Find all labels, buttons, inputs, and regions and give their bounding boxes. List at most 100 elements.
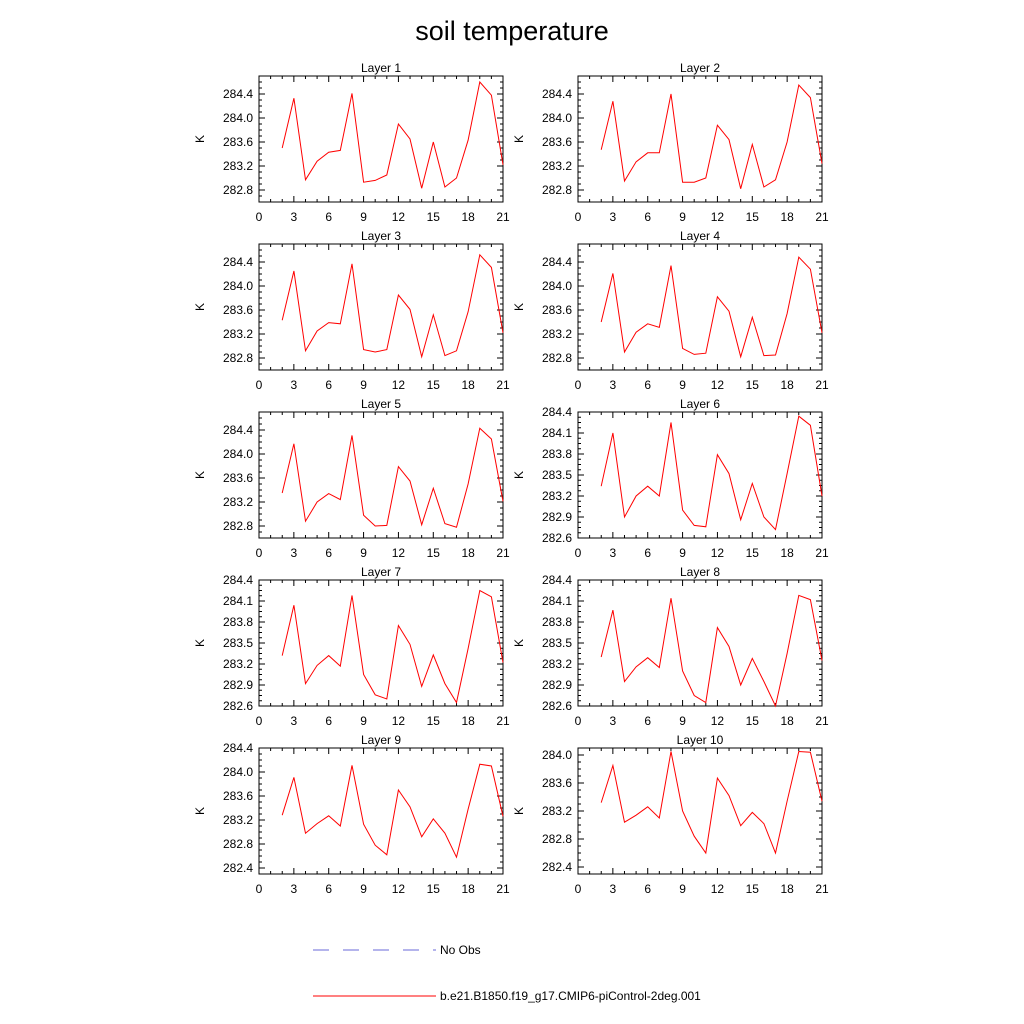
legend: No Obs b.e21.B1850.f19_g17.CMIP6-piContr… — [313, 943, 701, 1003]
x-tick-label: 3 — [610, 210, 617, 224]
y-tick-label: 282.6 — [542, 699, 572, 713]
x-tick-label: 6 — [325, 714, 332, 728]
y-tick-label: 282.6 — [223, 699, 253, 713]
y-tick-label: 284.1 — [542, 594, 572, 608]
x-tick-label: 3 — [291, 546, 298, 560]
x-tick-label: 9 — [679, 546, 686, 560]
y-axis-label: K — [193, 639, 207, 647]
panel-layer-7: Layer 7 0 3 6 9 12 15 18 21 282.6 282.9 283.2 283.5 2… — [193, 565, 510, 728]
x-tick-label: 6 — [644, 546, 651, 560]
y-tick-label: 282.8 — [542, 832, 572, 846]
panel-layer-5: Layer 5 0 3 6 9 12 15 18 21 282.8 283.2 283.6 284.0 2… — [193, 397, 510, 560]
plot-frame — [258, 747, 504, 875]
x-tick-label: 15 — [746, 210, 760, 224]
y-axis-label: K — [193, 471, 207, 479]
y-axis-label: K — [193, 303, 207, 311]
plot-frame — [258, 579, 504, 707]
x-tick-label: 9 — [360, 882, 367, 896]
x-tick-label: 12 — [711, 882, 725, 896]
y-tick-label: 283.2 — [223, 159, 253, 173]
x-tick-label: 12 — [392, 210, 406, 224]
x-tick-label: 21 — [815, 714, 829, 728]
y-tick-label: 283.2 — [223, 813, 253, 827]
y-tick-label: 283.2 — [542, 327, 572, 341]
y-axis-label: K — [193, 807, 207, 815]
y-axis-label: K — [512, 639, 526, 647]
panel-layer-9: Layer 9 0 3 6 9 12 15 18 21 282.4 282.8 283.2 283.6 2… — [193, 733, 510, 896]
y-tick-label: 283.5 — [542, 636, 572, 650]
figure-title: soil temperature — [415, 16, 609, 46]
x-tick-label: 6 — [644, 882, 651, 896]
y-axis-label: K — [193, 135, 207, 143]
x-tick-label: 18 — [461, 714, 475, 728]
y-tick-label: 283.8 — [542, 615, 572, 629]
x-tick-label: 18 — [780, 546, 794, 560]
y-tick-label: 284.4 — [542, 405, 572, 419]
x-tick-label: 18 — [780, 210, 794, 224]
x-tick-label: 15 — [746, 378, 760, 392]
x-tick-label: 0 — [575, 210, 582, 224]
panel-layer-8: Layer 8 0 3 6 9 12 15 18 21 282.6 282.9 283.2 283.5 2… — [512, 565, 829, 728]
series-line-model — [281, 253, 504, 359]
x-tick-label: 18 — [780, 882, 794, 896]
y-tick-label: 282.8 — [223, 837, 253, 851]
x-tick-label: 0 — [256, 210, 263, 224]
y-tick-label: 282.4 — [542, 860, 572, 874]
x-tick-label: 0 — [575, 378, 582, 392]
x-tick-label: 18 — [461, 378, 475, 392]
x-tick-label: 3 — [291, 882, 298, 896]
y-tick-label: 283.2 — [542, 159, 572, 173]
x-tick-label: 21 — [815, 210, 829, 224]
panel-layer-4: Layer 4 0 3 6 9 12 15 18 21 282.8 283.2 283.6 284.0 2… — [512, 229, 829, 392]
x-tick-label: 9 — [679, 882, 686, 896]
y-tick-label: 283.2 — [223, 495, 253, 509]
x-tick-label: 3 — [610, 378, 617, 392]
series-line-model — [281, 763, 504, 859]
y-tick-label: 284.4 — [223, 255, 253, 269]
series-line-model — [600, 750, 823, 855]
y-tick-label: 284.0 — [223, 279, 253, 293]
y-axis-label: K — [512, 807, 526, 815]
y-tick-label: 283.8 — [223, 615, 253, 629]
y-tick-label: 283.6 — [223, 135, 253, 149]
x-tick-label: 9 — [360, 714, 367, 728]
y-tick-label: 284.4 — [223, 423, 253, 437]
x-tick-label: 21 — [815, 546, 829, 560]
x-tick-label: 12 — [392, 714, 406, 728]
y-tick-label: 283.6 — [542, 303, 572, 317]
x-tick-label: 6 — [325, 210, 332, 224]
x-tick-label: 0 — [256, 714, 263, 728]
x-tick-label: 0 — [575, 546, 582, 560]
y-tick-label: 284.0 — [223, 447, 253, 461]
y-tick-label: 283.2 — [542, 804, 572, 818]
series-line-model — [600, 256, 823, 359]
x-tick-label: 18 — [461, 882, 475, 896]
y-tick-label: 283.2 — [223, 657, 253, 671]
panel-layer-3: Layer 3 0 3 6 9 12 15 18 21 282.8 283.2 283.6 284.0 2… — [193, 229, 510, 392]
x-tick-label: 12 — [711, 546, 725, 560]
x-tick-label: 18 — [780, 378, 794, 392]
panel-title: Layer 6 — [680, 397, 720, 411]
x-tick-label: 12 — [711, 210, 725, 224]
x-tick-label: 12 — [392, 546, 406, 560]
panel-title: Layer 10 — [677, 733, 724, 747]
x-tick-label: 15 — [746, 714, 760, 728]
x-tick-label: 21 — [496, 546, 510, 560]
panel-layer-10: Layer 10 0 3 6 9 12 15 18 21 282.4 282.8 283.2 283.6… — [512, 733, 829, 896]
x-tick-label: 3 — [291, 210, 298, 224]
x-tick-label: 15 — [427, 210, 441, 224]
x-tick-label: 18 — [780, 714, 794, 728]
series-line-model — [281, 589, 504, 704]
x-tick-label: 9 — [360, 378, 367, 392]
x-tick-label: 3 — [291, 378, 298, 392]
y-tick-label: 282.4 — [223, 861, 253, 875]
x-tick-label: 9 — [679, 714, 686, 728]
plot-frame — [577, 579, 823, 707]
y-tick-label: 284.4 — [542, 573, 572, 587]
x-tick-label: 0 — [575, 882, 582, 896]
y-tick-label: 284.0 — [223, 765, 253, 779]
panel-title: Layer 5 — [361, 397, 401, 411]
y-tick-label: 284.0 — [223, 111, 253, 125]
x-tick-label: 15 — [427, 714, 441, 728]
x-tick-label: 15 — [427, 546, 441, 560]
